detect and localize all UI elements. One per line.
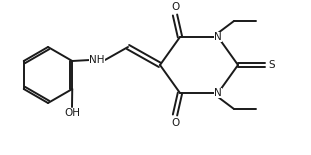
Text: NH: NH (89, 55, 105, 65)
Text: N: N (214, 32, 222, 42)
Text: O: O (171, 118, 179, 128)
Text: N: N (214, 88, 222, 98)
Text: S: S (269, 60, 275, 70)
Text: O: O (171, 2, 179, 12)
Text: OH: OH (64, 108, 80, 118)
